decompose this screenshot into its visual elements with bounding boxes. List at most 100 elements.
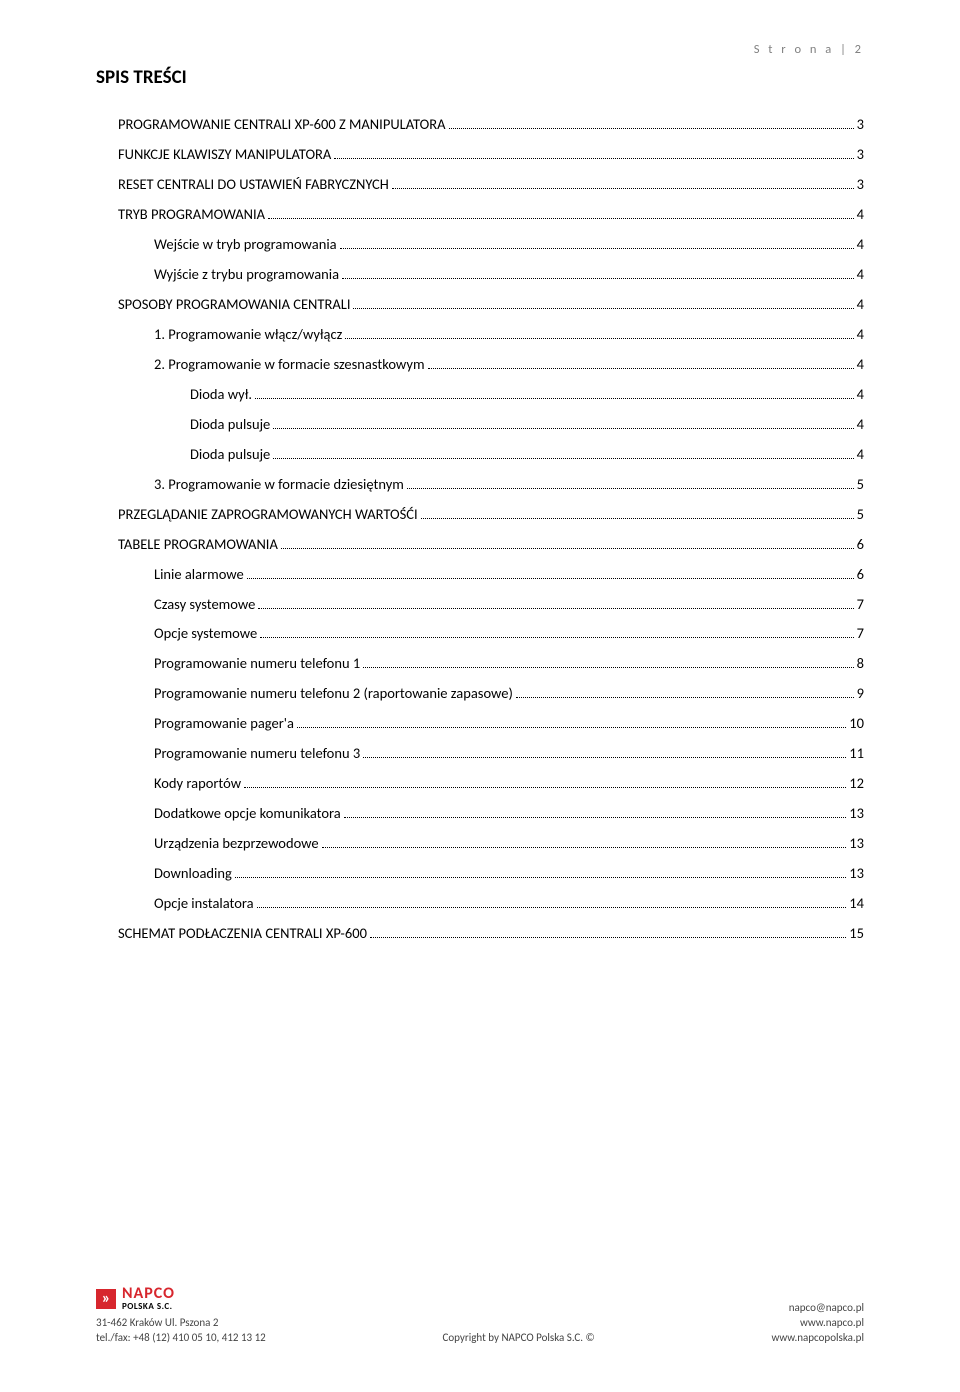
page-header-right: S t r o n a | 2 [754, 42, 864, 57]
toc-leader-dots [342, 278, 854, 279]
toc-entry[interactable]: Dioda wył. 4 [96, 383, 864, 405]
toc-entry[interactable]: Linie alarmowe 6 [96, 563, 864, 585]
toc-entry-label: Dodatkowe opcje komunikatora [154, 802, 341, 824]
toc-entry-page: 4 [857, 233, 864, 255]
logo-icon: » [96, 1289, 116, 1309]
toc-entry-label: Wejście w tryb programowania [154, 233, 337, 255]
page-footer: » NAPCO POLSKA S.C. 31-462 Kraków Ul. Ps… [96, 1286, 864, 1344]
logo-brand-text: NAPCO [122, 1286, 175, 1302]
logo-sub-text: POLSKA S.C. [122, 1302, 175, 1311]
toc-entry-label: Programowanie numeru telefonu 1 [154, 652, 360, 674]
toc-entry-page: 6 [857, 533, 864, 555]
toc-entry-label: 3. Programowanie w formacie dziesiętnym [154, 473, 404, 495]
toc-entry[interactable]: Kody raportów12 [96, 772, 864, 794]
footer-left: » NAPCO POLSKA S.C. 31-462 Kraków Ul. Ps… [96, 1286, 266, 1344]
toc-entry-page: 13 [849, 832, 864, 854]
toc-entry[interactable]: Opcje systemowe7 [96, 622, 864, 644]
toc-leader-dots [340, 248, 854, 249]
toc-entry[interactable]: Wejście w tryb programowania 4 [96, 233, 864, 255]
toc-leader-dots [363, 667, 853, 668]
toc-entry-label: TABELE PROGRAMOWANIA [118, 533, 278, 555]
toc-leader-dots [322, 847, 847, 848]
toc-entry-page: 6 [857, 563, 864, 585]
toc-entry-page: 5 [857, 473, 864, 495]
toc-entry-page: 3 [857, 113, 864, 135]
toc-entry-label: Opcje instalatora [154, 892, 254, 914]
toc-leader-dots [247, 578, 854, 579]
toc-leader-dots [268, 218, 854, 219]
toc-entry-label: FUNKCJE KLAWISZY MANIPULATORA [118, 143, 331, 165]
toc-entry[interactable]: Dioda pulsuje4 [96, 443, 864, 465]
toc-entry-page: 13 [849, 862, 864, 884]
toc-entry-label: 2. Programowanie w formacie szesnastkowy… [154, 353, 425, 375]
toc-leader-dots [273, 458, 853, 459]
toc-entry-label: Dioda pulsuje [190, 413, 270, 435]
toc-entry-page: 4 [857, 203, 864, 225]
toc-entry-page: 4 [857, 293, 864, 315]
toc-entry-label: RESET CENTRALI DO USTAWIEŃ FABRYCZNYCH [118, 173, 389, 195]
toc-entry-page: 14 [849, 892, 864, 914]
toc-entry[interactable]: PROGRAMOWANIE CENTRALI XP-600 Z MANIPULA… [96, 113, 864, 135]
toc-entry-label: Dioda wył. [190, 383, 252, 405]
toc-entry-label: PRZEGLĄDANIE ZAPROGRAMOWANYCH WARTOŚĆI [118, 503, 418, 525]
toc-leader-dots [428, 368, 854, 369]
toc-entry-page: 7 [857, 593, 864, 615]
toc-entry[interactable]: SCHEMAT PODŁACZENIA CENTRALI XP-60015 [96, 922, 864, 944]
toc-entry[interactable]: 1. Programowanie włącz/wyłącz4 [96, 323, 864, 345]
toc-leader-dots [258, 608, 853, 609]
toc-leader-dots [392, 188, 854, 189]
toc-entry-page: 4 [857, 353, 864, 375]
toc-entry[interactable]: Urządzenia bezprzewodowe 13 [96, 832, 864, 854]
toc-leader-dots [244, 787, 846, 788]
toc-entry-label: TRYB PROGRAMOWANIA [118, 203, 265, 225]
toc-entry[interactable]: Dioda pulsuje 4 [96, 413, 864, 435]
toc-leader-dots [345, 338, 853, 339]
toc-leader-dots [421, 518, 854, 519]
table-of-contents: PROGRAMOWANIE CENTRALI XP-600 Z MANIPULA… [96, 113, 864, 945]
toc-entry-page: 4 [857, 383, 864, 405]
toc-entry[interactable]: 2. Programowanie w formacie szesnastkowy… [96, 353, 864, 375]
toc-entry-label: 1. Programowanie włącz/wyłącz [154, 323, 342, 345]
toc-leader-dots [334, 158, 853, 159]
toc-entry[interactable]: Programowanie pager'a10 [96, 712, 864, 734]
toc-heading: SPIS TREŚCI [96, 66, 864, 89]
toc-entry[interactable]: PRZEGLĄDANIE ZAPROGRAMOWANYCH WARTOŚĆI 5 [96, 503, 864, 525]
toc-entry[interactable]: RESET CENTRALI DO USTAWIEŃ FABRYCZNYCH 3 [96, 173, 864, 195]
footer-logo: » NAPCO POLSKA S.C. [96, 1286, 266, 1311]
toc-entry-page: 13 [849, 802, 864, 824]
toc-entry-label: Programowanie numeru telefonu 2 (raporto… [154, 682, 513, 704]
toc-leader-dots [370, 937, 846, 938]
toc-entry[interactable]: 3. Programowanie w formacie dziesiętnym 5 [96, 473, 864, 495]
toc-entry[interactable]: TRYB PROGRAMOWANIA 4 [96, 203, 864, 225]
toc-leader-dots [297, 727, 846, 728]
toc-entry[interactable]: Opcje instalatora 14 [96, 892, 864, 914]
toc-leader-dots [344, 817, 847, 818]
toc-entry-page: 11 [849, 742, 864, 764]
toc-entry[interactable]: Programowanie numeru telefonu 311 [96, 742, 864, 764]
footer-url-2: www.napcopolska.pl [771, 1331, 864, 1344]
toc-entry[interactable]: Programowanie numeru telefonu 18 [96, 652, 864, 674]
toc-entry[interactable]: Dodatkowe opcje komunikatora 13 [96, 802, 864, 824]
toc-entry-page: 4 [857, 413, 864, 435]
toc-entry-label: SCHEMAT PODŁACZENIA CENTRALI XP-600 [118, 922, 367, 944]
toc-entry[interactable]: TABELE PROGRAMOWANIA 6 [96, 533, 864, 555]
toc-entry-label: Linie alarmowe [154, 563, 244, 585]
toc-entry[interactable]: SPOSOBY PROGRAMOWANIA CENTRALI4 [96, 293, 864, 315]
toc-entry-label: PROGRAMOWANIE CENTRALI XP-600 Z MANIPULA… [118, 113, 446, 135]
toc-leader-dots [257, 907, 847, 908]
toc-entry[interactable]: FUNKCJE KLAWISZY MANIPULATORA3 [96, 143, 864, 165]
toc-entry[interactable]: Czasy systemowe7 [96, 593, 864, 615]
footer-center: Copyright by NAPCO Polska S.C. © [443, 1331, 595, 1344]
toc-entry-label: Urządzenia bezprzewodowe [154, 832, 319, 854]
toc-entry-page: 4 [857, 443, 864, 465]
toc-entry-page: 3 [857, 173, 864, 195]
toc-entry-label: Programowanie pager'a [154, 712, 294, 734]
footer-url-1: www.napco.pl [771, 1316, 864, 1329]
toc-entry[interactable]: Wyjście z trybu programowania4 [96, 263, 864, 285]
toc-entry-label: Opcje systemowe [154, 622, 257, 644]
toc-leader-dots [235, 877, 846, 878]
toc-entry-page: 5 [857, 503, 864, 525]
toc-leader-dots [353, 308, 853, 309]
toc-entry[interactable]: Programowanie numeru telefonu 2 (raporto… [96, 682, 864, 704]
toc-entry[interactable]: Downloading13 [96, 862, 864, 884]
